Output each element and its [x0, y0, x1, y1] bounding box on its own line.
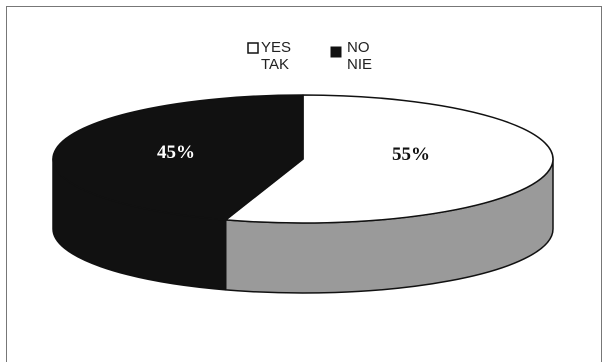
legend-label-no-1: NO [347, 39, 370, 56]
legend-swatch-yes [247, 42, 259, 54]
slice-top-no [52, 94, 304, 221]
legend-item-yes: YES TAK [247, 39, 291, 73]
legend: YES TAK NO NIE [247, 39, 372, 73]
chart-frame: YES TAK NO NIE 55% 45% [6, 6, 602, 362]
legend-label-no-2: NIE [347, 56, 372, 73]
slice-top-yes [225, 94, 554, 224]
legend-swatch-no [330, 46, 342, 58]
legend-label-yes-1: YES [261, 39, 291, 56]
pie-chart: YES TAK NO NIE 55% 45% [52, 39, 554, 294]
slice-label-yes: 55% [392, 144, 430, 165]
legend-label-yes-2: TAK [261, 56, 289, 73]
pie-body [52, 94, 554, 294]
legend-item-no: NO NIE [330, 39, 372, 73]
slice-label-no: 45% [157, 142, 195, 163]
